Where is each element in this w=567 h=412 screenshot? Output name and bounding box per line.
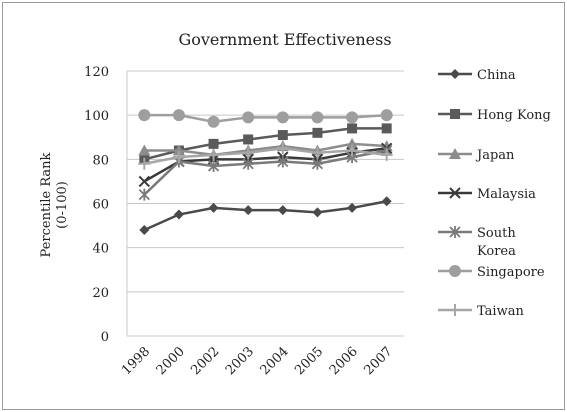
y-tick-label-60: 60 — [92, 198, 109, 213]
data-point-taiwan-2004 — [276, 142, 289, 155]
data-point-south-korea-1998 — [138, 188, 150, 201]
data-point-china-2007 — [381, 196, 392, 207]
data-point-malaysia-1998 — [138, 175, 151, 188]
data-point-hong-kong-2004 — [277, 130, 288, 141]
data-point-singapore-2002 — [207, 115, 220, 128]
legend-item-china — [438, 69, 472, 79]
data-point-south-korea-2004 — [277, 155, 289, 168]
legend-marker-china — [450, 69, 460, 79]
data-point-taiwan-2003 — [242, 146, 255, 159]
data-point-china-2005 — [312, 207, 323, 218]
legend-label-japan: Japan — [475, 148, 515, 163]
x-tick-label-2003: 2003 — [223, 344, 257, 378]
legend: China Hong Kong Japan Malaysia South Korea Sin… — [438, 68, 551, 319]
legend-label-hong-kong: Hong Kong — [477, 108, 551, 123]
data-point-china-1998 — [139, 225, 150, 235]
data-point-china-2003 — [243, 205, 254, 216]
data-point-singapore-2004 — [276, 111, 289, 124]
chart-title: Government Effectiveness — [178, 30, 391, 49]
legend-label-taiwan: Taiwan — [477, 304, 524, 319]
gridlines — [127, 70, 404, 337]
data-point-taiwan-2007 — [380, 148, 393, 161]
data-point-taiwan-2006 — [346, 144, 359, 157]
data-point-singapore-2000 — [172, 109, 185, 122]
legend-item-singapore — [438, 265, 472, 277]
data-point-singapore-2003 — [242, 111, 255, 124]
x-tick-label-2007: 2007 — [362, 344, 396, 378]
y-tick-label-20: 20 — [92, 286, 109, 301]
data-point-hong-kong-2007 — [381, 123, 392, 134]
series-line-hong-kong — [144, 127, 387, 161]
data-point-hong-kong-2002 — [208, 138, 219, 149]
series-line-japan — [144, 142, 387, 157]
legend-marker-taiwan — [449, 304, 461, 316]
data-point-taiwan-1998 — [138, 157, 151, 170]
data-point-singapore-2005 — [311, 111, 324, 124]
series-line-china — [143, 200, 387, 232]
legend-marker-japan — [449, 148, 461, 159]
x-tick-label-2005: 2005 — [292, 344, 326, 378]
data-point-hong-kong-2003 — [243, 134, 254, 145]
y-tick-label-100: 100 — [84, 109, 109, 124]
y-tick-label-120: 120 — [84, 65, 109, 80]
series-singapore — [138, 109, 393, 128]
data-point-south-korea-2005 — [311, 157, 324, 170]
legend-item-taiwan — [438, 304, 472, 316]
data-point-china-2004 — [277, 205, 288, 216]
legend-item-malaysia — [438, 187, 472, 199]
data-point-hong-kong-2005 — [312, 127, 323, 138]
y-axis: 0 20 40 60 80 100 120 — [84, 65, 128, 345]
data-point-singapore-2006 — [346, 111, 359, 124]
legend-marker-hong-kong — [450, 109, 460, 119]
legend-label-korea: Korea — [477, 244, 516, 259]
series-taiwan — [138, 142, 393, 170]
data-point-taiwan-2005 — [311, 146, 324, 159]
data-point-china-2002 — [208, 202, 219, 213]
series-line-south-korea — [143, 149, 387, 196]
x-tick-label-2004: 2004 — [258, 344, 292, 378]
x-axis: 1998 2000 2002 2003 2004 2005 2006 2007 — [119, 344, 395, 378]
x-tick-label-2006: 2006 — [327, 344, 361, 378]
data-point-hong-kong-2006 — [347, 123, 358, 134]
legend-label-malaysia: Malaysia — [477, 187, 536, 202]
legend-item-hong-kong — [438, 109, 472, 119]
data-point-singapore-1998 — [138, 109, 151, 122]
series-group — [138, 109, 393, 235]
legend-label-china: China — [477, 68, 516, 83]
data-point-china-2006 — [347, 202, 358, 213]
legend-marker-singapore — [449, 265, 461, 277]
y-axis-label: Percentile Rank(0-100) — [39, 152, 70, 257]
legend-marker-south-korea — [449, 226, 461, 238]
data-point-south-korea-2002 — [207, 159, 220, 172]
data-point-singapore-2007 — [380, 109, 393, 122]
x-tick-label-2000: 2000 — [154, 344, 188, 378]
data-point-japan-2006 — [346, 137, 359, 149]
data-point-china-2000 — [173, 209, 184, 220]
y-tick-label-0: 0 — [101, 330, 109, 345]
y-axis-label-line-2: (0-100) — [55, 181, 70, 229]
legend-marker-malaysia — [449, 187, 461, 199]
legend-item-japan — [438, 148, 472, 159]
series-china — [139, 196, 392, 235]
x-tick-label-2002: 2002 — [188, 344, 222, 378]
y-tick-label-80: 80 — [92, 153, 109, 168]
y-tick-label-40: 40 — [92, 242, 109, 257]
data-point-japan-2000 — [172, 144, 185, 156]
legend-item-south-korea — [438, 226, 472, 238]
data-point-japan-1998 — [138, 144, 151, 156]
legend-label-singapore: Singapore — [477, 265, 545, 280]
legend-label-south: South — [477, 226, 516, 241]
data-point-south-korea-2003 — [242, 157, 254, 170]
x-tick-label-1998: 1998 — [119, 344, 153, 378]
data-point-taiwan-2000 — [172, 151, 185, 164]
series-south-korea — [138, 144, 393, 201]
y-axis-label-line-1: Percentile Rank — [39, 152, 54, 257]
data-point-taiwan-2002 — [207, 148, 220, 161]
